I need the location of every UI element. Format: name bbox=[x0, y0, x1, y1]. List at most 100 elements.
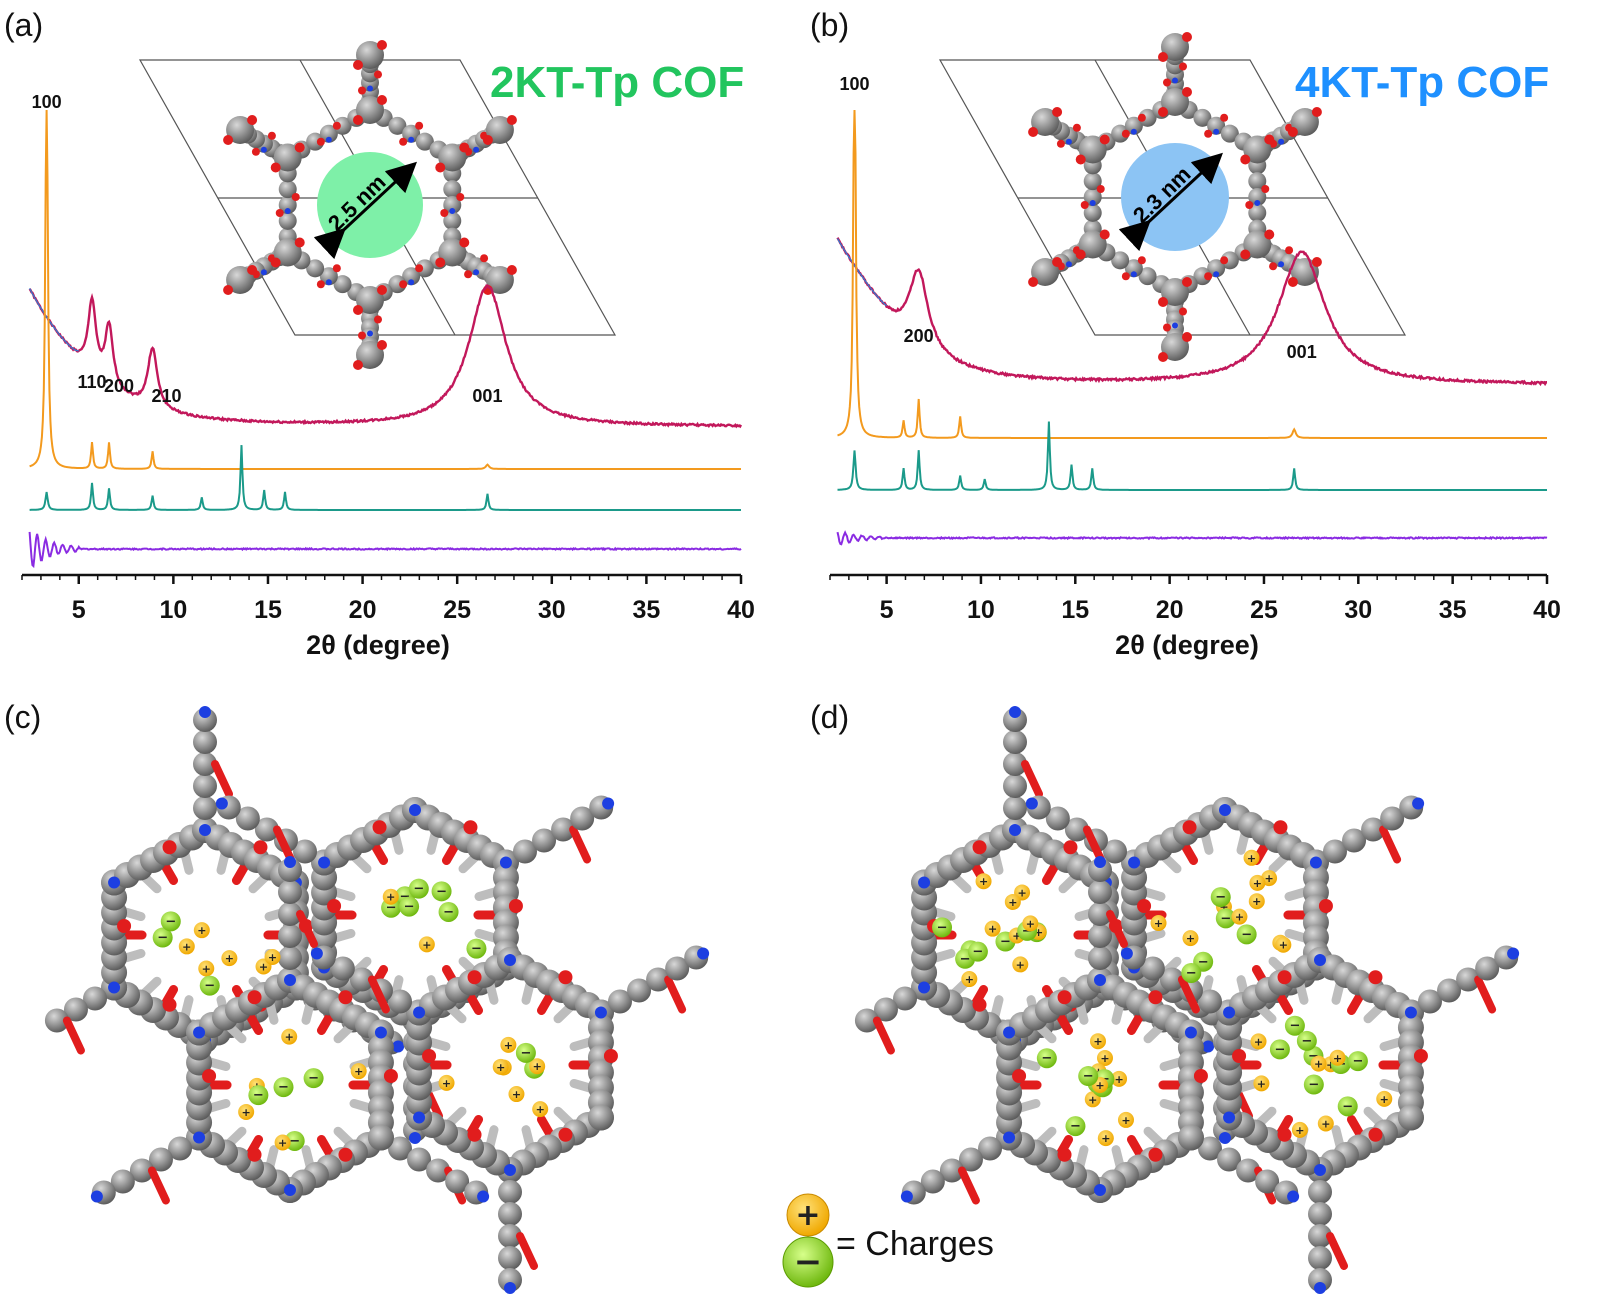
nitrogen-atom bbox=[1278, 261, 1285, 268]
cation-ion bbox=[1253, 1075, 1270, 1092]
carbon-atom bbox=[1088, 946, 1112, 970]
cation-sign: + bbox=[1321, 1117, 1330, 1130]
anion-ion bbox=[1303, 1074, 1324, 1095]
simulated-ab-pattern bbox=[837, 421, 1547, 491]
nitrogen-atom bbox=[325, 279, 332, 286]
oxygen-atom bbox=[1179, 307, 1187, 316]
carbon-atom bbox=[1361, 817, 1386, 842]
nitrogen-atom bbox=[413, 1006, 426, 1019]
cation-ion bbox=[238, 1103, 255, 1120]
carbon-atom bbox=[278, 946, 302, 970]
carbon-atom bbox=[193, 752, 217, 776]
carbon-atom bbox=[193, 708, 217, 732]
cation-ion bbox=[1012, 956, 1029, 973]
oxygen-atom bbox=[415, 121, 424, 130]
carbon-atom bbox=[402, 124, 421, 143]
cation-sign: + bbox=[225, 952, 234, 965]
carbon-atom bbox=[1003, 708, 1027, 732]
nitrogen-atom bbox=[310, 947, 323, 960]
nitrogen-atom bbox=[1003, 1026, 1016, 1039]
carbon-atom bbox=[1064, 817, 1089, 842]
cation-ion bbox=[221, 950, 238, 967]
oxygen-atom bbox=[399, 280, 408, 289]
peak-index-label: 001 bbox=[1287, 342, 1317, 362]
carbon-atom bbox=[1207, 259, 1226, 278]
nitrogen-atom bbox=[193, 1026, 206, 1039]
nitrogen-atom bbox=[1278, 138, 1285, 145]
carbon-atom bbox=[1161, 33, 1189, 61]
oxygen-atom bbox=[332, 121, 341, 130]
carbon-atom bbox=[1161, 278, 1189, 306]
panel-b-title: 4KT-Tp COF bbox=[1295, 58, 1549, 107]
anion-ion bbox=[967, 941, 988, 962]
cation-ion bbox=[500, 1036, 517, 1053]
carbon-atom bbox=[1198, 989, 1223, 1014]
carbon-atom bbox=[415, 259, 434, 278]
oxygen-atom bbox=[1220, 256, 1229, 265]
cation-ion bbox=[274, 1134, 291, 1151]
carbon-atom bbox=[1045, 806, 1070, 831]
x-tick-label: 15 bbox=[254, 596, 282, 624]
oxygen-atom bbox=[972, 840, 987, 855]
panel-c: (c) −++++−−+++−−−−−−+−−+−+−−+++−++++++−+ bbox=[4, 699, 710, 1294]
anion-sign: − bbox=[1083, 1069, 1094, 1084]
cation-sign: + bbox=[1012, 929, 1021, 942]
cation-ion bbox=[178, 938, 195, 955]
cation-sign: + bbox=[1326, 1058, 1335, 1071]
carbon-atom bbox=[665, 956, 690, 981]
carbon-atom bbox=[356, 41, 384, 69]
cation-sign: + bbox=[202, 962, 211, 975]
carbon-atom bbox=[1003, 796, 1027, 820]
carbon-atom bbox=[1248, 188, 1267, 206]
cation-sign: + bbox=[1100, 1052, 1109, 1065]
simulated-ab-pattern bbox=[29, 445, 741, 511]
carbon-atom bbox=[1083, 172, 1102, 191]
carbon-atom bbox=[306, 132, 325, 151]
cation-sign: + bbox=[988, 923, 997, 936]
nitrogen-atom bbox=[1223, 1111, 1236, 1124]
carbon-atom bbox=[226, 266, 255, 294]
carbon-atom bbox=[1161, 333, 1189, 361]
nitrogen-atom bbox=[477, 1190, 490, 1203]
cation-ion bbox=[1329, 1049, 1346, 1066]
carbon-atom bbox=[1124, 116, 1143, 135]
carbon-atom bbox=[278, 211, 297, 230]
cation-sign: + bbox=[1257, 1077, 1266, 1090]
oxygen-atom bbox=[1137, 899, 1152, 913]
anion-ion bbox=[160, 911, 181, 932]
oxygen-atom bbox=[267, 131, 276, 140]
carbon-atom bbox=[438, 143, 467, 172]
peak-index-label: 200 bbox=[104, 376, 134, 396]
stacked-layer-rod bbox=[1177, 975, 1200, 1014]
nitrogen-atom bbox=[199, 706, 211, 718]
cation-sign: + bbox=[1252, 895, 1261, 908]
carbon-atom bbox=[1124, 259, 1143, 278]
x-tick-label: 15 bbox=[1061, 596, 1089, 624]
oxygen-atom bbox=[377, 40, 387, 50]
cation-ion bbox=[1097, 1130, 1114, 1147]
panel-a-title: 2KT-Tp COF bbox=[490, 58, 744, 107]
oxygen-atom bbox=[1269, 262, 1278, 271]
cation-ion bbox=[1376, 1090, 1393, 1107]
carbon-atom bbox=[958, 1147, 983, 1172]
cation-ion bbox=[1096, 1049, 1113, 1066]
pore-arrow bbox=[313, 161, 417, 260]
oxygen-atom bbox=[1080, 201, 1089, 209]
x-axis-label: 2θ (degree) bbox=[1115, 630, 1259, 660]
oxygen-atom bbox=[353, 115, 363, 125]
stacked-layer-rod bbox=[569, 825, 592, 864]
oxygen-atom bbox=[1413, 1049, 1428, 1063]
cation-sign: + bbox=[1380, 1093, 1389, 1106]
legend-label: = Charges bbox=[836, 1225, 994, 1263]
anion-sign: − bbox=[436, 884, 447, 899]
carbon-atom bbox=[587, 1104, 614, 1131]
oxygen-atom bbox=[464, 270, 473, 279]
cation-sign: + bbox=[1026, 917, 1035, 930]
oxygen-atom bbox=[1287, 277, 1298, 287]
peak-index-label: 100 bbox=[32, 92, 62, 112]
peak-index-label: 001 bbox=[472, 386, 502, 406]
nitrogen-atom bbox=[602, 797, 615, 810]
oxygen-atom bbox=[1137, 113, 1146, 122]
cation-sign: + bbox=[795, 1198, 820, 1233]
anion-ion bbox=[199, 975, 220, 996]
